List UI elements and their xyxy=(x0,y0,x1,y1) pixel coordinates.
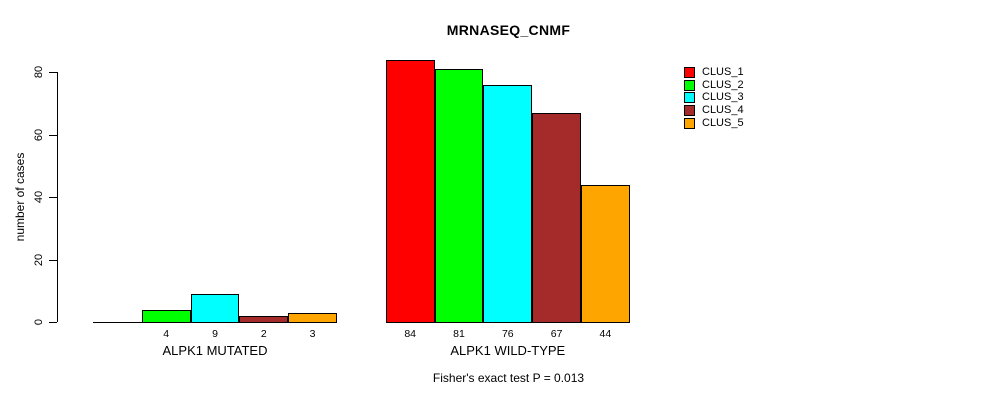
legend-label: CLUS_1 xyxy=(702,65,744,78)
bar-value-label: 81 xyxy=(453,328,465,340)
y-tick xyxy=(49,197,57,198)
bar-value-label: 2 xyxy=(260,328,267,340)
y-tick xyxy=(49,322,57,323)
y-axis-label: number of cases xyxy=(13,152,27,242)
bar-clus_2-mutated xyxy=(141,309,191,323)
y-tick xyxy=(49,72,57,73)
y-tick-label: 80 xyxy=(33,65,45,79)
legend-swatch-icon xyxy=(684,79,695,91)
bar-clus_2-wild-type xyxy=(434,68,484,323)
bar-value-label: 44 xyxy=(599,328,612,340)
legend-item-clus_2: CLUS_2 xyxy=(684,79,744,92)
y-axis-line xyxy=(57,72,58,322)
bar-clus_4-wild-type xyxy=(532,112,581,323)
bar-value-label: 76 xyxy=(501,328,514,340)
y-tick-label: 20 xyxy=(33,253,45,266)
legend-label: CLUS_2 xyxy=(702,78,744,91)
legend-item-clus_5: CLUS_5 xyxy=(684,117,744,130)
bar-value-label: 3 xyxy=(309,328,316,340)
legend-swatch-icon xyxy=(684,66,695,78)
y-tick-label: 0 xyxy=(33,318,45,326)
y-tick xyxy=(49,134,57,136)
statistical-test-annotation: Fisher's exact test P = 0.013 xyxy=(432,371,585,385)
bar-clus_4-mutated xyxy=(239,315,289,323)
y-tick-label: 40 xyxy=(33,190,45,204)
legend-label: CLUS_3 xyxy=(702,91,744,104)
legend-item-clus_3: CLUS_3 xyxy=(684,92,744,105)
y-tick-label: 60 xyxy=(33,128,45,141)
bar-value-label: 84 xyxy=(404,328,417,340)
bar-clus_3-wild-type xyxy=(483,84,533,323)
legend-label: CLUS_4 xyxy=(702,104,744,117)
y-tick xyxy=(49,259,57,261)
bar-clus_1-zero xyxy=(93,322,143,323)
legend-swatch-icon xyxy=(684,118,695,130)
legend-swatch-icon xyxy=(684,105,695,117)
chart-title: MRNASEQ_CNMF xyxy=(446,22,571,38)
bar-clus_1-wild-type xyxy=(385,59,435,323)
bar-clus_5-mutated xyxy=(288,312,337,323)
bar-value-label: 4 xyxy=(163,328,170,340)
bar-value-label: 67 xyxy=(550,328,563,340)
group-label-mutated: ALPK1 MUTATED xyxy=(162,343,268,358)
group-label-wild-type: ALPK1 WILD-TYPE xyxy=(450,343,566,358)
legend-item-clus_1: CLUS_1 xyxy=(684,66,744,79)
bar-clus_5-wild-type xyxy=(581,184,630,323)
legend-label: CLUS_5 xyxy=(702,117,744,130)
bar-value-label: 9 xyxy=(212,328,218,340)
legend-item-clus_4: CLUS_4 xyxy=(684,104,744,117)
bar-clus_3-mutated xyxy=(190,293,240,323)
legend: CLUS_1 CLUS_2 CLUS_3 CLUS_4 CLUS_5 xyxy=(684,66,744,130)
legend-swatch-icon xyxy=(684,92,695,104)
